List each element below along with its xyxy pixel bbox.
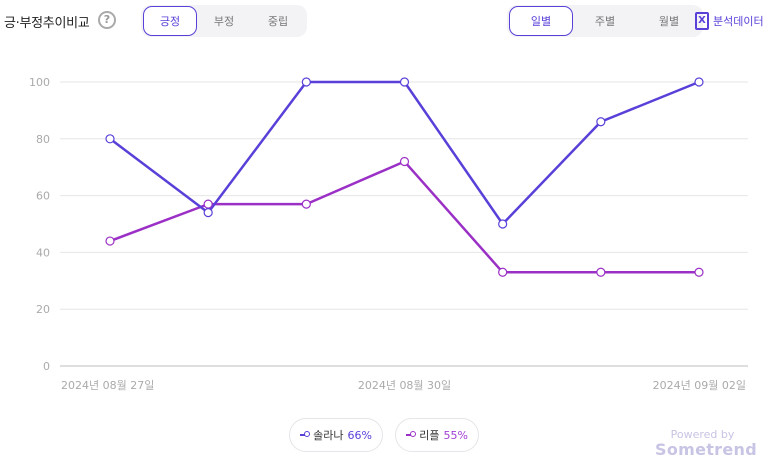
- sentiment-tab-group: 긍정 부정 중립: [141, 5, 307, 37]
- help-icon[interactable]: ?: [98, 11, 116, 29]
- y-tick-label: 40: [36, 246, 50, 259]
- tab-negative[interactable]: 부정: [213, 15, 235, 28]
- legend-series-name: 리플: [419, 429, 440, 442]
- chart-header: 긍·부정추이비교 ? 긍정 부정 중립 일별 주별 월별 X 분석데이터: [0, 0, 765, 44]
- data-point: [399, 77, 410, 87]
- data-point: [694, 267, 704, 277]
- tab-daily[interactable]: 일별: [509, 6, 573, 36]
- data-point: [301, 199, 311, 209]
- data-point: [203, 199, 213, 209]
- x-tick-label: 2024년 09월 02일: [653, 378, 746, 392]
- period-tab-group: 일별 주별 월별: [507, 5, 703, 37]
- legend-item-ripple[interactable]: 리플 55%: [395, 418, 479, 452]
- brand-name: Sometrend: [655, 440, 757, 459]
- legend-item-solana[interactable]: 솔라나 66%: [289, 418, 383, 452]
- legend-marker-icon: [300, 431, 310, 437]
- data-point: [399, 156, 410, 167]
- export-data-button[interactable]: X 분석데이터: [695, 10, 764, 32]
- tab-neutral[interactable]: 중립: [267, 15, 289, 28]
- y-tick-label: 0: [43, 360, 50, 373]
- data-point: [301, 77, 311, 87]
- tab-monthly[interactable]: 월별: [658, 15, 680, 28]
- series-line: [109, 80, 700, 226]
- y-tick-label: 60: [36, 190, 50, 203]
- x-tick-label: 2024년 08월 27일: [61, 378, 154, 392]
- data-point: [105, 134, 115, 144]
- data-point: [498, 219, 508, 229]
- legend-series-name: 솔라나: [313, 429, 344, 442]
- legend-series-percent: 66%: [347, 428, 372, 442]
- export-label: 분석데이터: [713, 15, 764, 28]
- powered-by-logo: Powered by Sometrend: [655, 428, 757, 459]
- y-tick-label: 80: [36, 133, 50, 146]
- chart-title: 긍·부정추이비교: [4, 16, 90, 31]
- series-line: [109, 160, 699, 274]
- data-point: [694, 77, 704, 87]
- powered-by-text: Powered by: [670, 428, 735, 441]
- excel-icon: X: [695, 12, 709, 30]
- legend-marker-icon: [406, 431, 416, 437]
- legend-series-percent: 55%: [443, 428, 468, 442]
- line-chart: 0 20 40 60 80 100 2024년 08월 27일 2024년 08월 30일 20…: [29, 76, 748, 392]
- data-point: [105, 236, 115, 246]
- y-tick-label: 20: [36, 303, 50, 316]
- tab-positive[interactable]: 긍정: [143, 6, 197, 36]
- data-point: [596, 267, 606, 277]
- tab-weekly[interactable]: 주별: [594, 15, 616, 28]
- data-point: [596, 117, 606, 127]
- y-tick-label: 100: [29, 76, 50, 89]
- data-point: [498, 267, 508, 277]
- x-tick-label: 2024년 08월 30일: [358, 378, 451, 392]
- data-point: [203, 208, 213, 218]
